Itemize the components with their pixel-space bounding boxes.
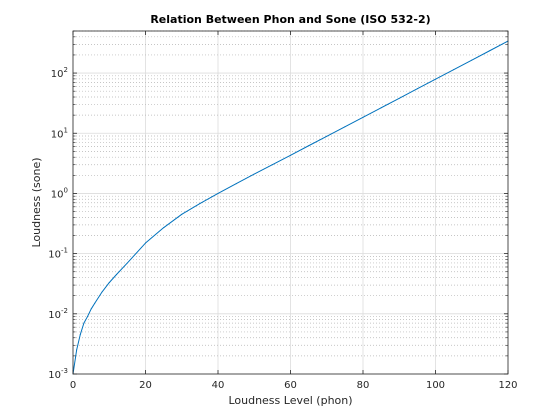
x-tick-label: 80: [357, 380, 370, 391]
data-point: [87, 316, 88, 318]
data-point: [79, 334, 81, 336]
data-point: [416, 88, 418, 90]
data-point: [380, 107, 382, 109]
data-point: [83, 322, 85, 324]
x-tick-label: 100: [426, 380, 445, 391]
x-axis-label: Loudness Level (phon): [228, 394, 352, 407]
data-point: [94, 302, 96, 304]
x-tick-label: 0: [70, 380, 76, 391]
data-point: [163, 227, 165, 229]
data-point: [253, 173, 255, 175]
data-point: [217, 192, 219, 194]
data-point: [398, 97, 400, 99]
data-point: [108, 282, 110, 284]
data-point: [76, 349, 78, 351]
data-point: [126, 262, 128, 264]
data-point: [90, 308, 92, 310]
data-point: [235, 183, 237, 185]
y-tick-label: 101: [51, 126, 68, 140]
x-tick-label: 20: [139, 380, 152, 391]
y-tick-label: 100: [51, 186, 68, 200]
data-point: [435, 78, 436, 80]
y-tick-label: 10-1: [48, 247, 68, 261]
x-tick-label: 40: [212, 380, 225, 391]
y-tick-label: 10-2: [48, 307, 68, 321]
data-point: [362, 116, 364, 118]
y-axis-label: Loudness (sone): [30, 157, 43, 247]
data-point: [344, 126, 346, 128]
x-tick-label: 120: [498, 380, 517, 391]
series-line: [72, 40, 509, 375]
data-point: [101, 291, 103, 293]
data-point: [271, 164, 273, 166]
data-point: [489, 50, 491, 52]
data-point: [308, 145, 310, 147]
chart-title: Relation Between Phon and Sone (ISO 532-…: [150, 13, 430, 26]
data-point: [471, 59, 473, 61]
data-point: [181, 213, 183, 215]
data-point: [199, 203, 201, 205]
ticks: 0 20 40 60 80 100 120 10-3 10-2 10-1 100 101 102: [48, 30, 518, 391]
data-point: [116, 273, 117, 275]
x-tick-label: 60: [284, 380, 297, 391]
y-tick-label: 10-3: [48, 367, 68, 381]
data-point: [145, 242, 146, 244]
data-point: [290, 154, 291, 156]
y-tick-label: 102: [51, 66, 68, 80]
data-point: [326, 135, 328, 137]
data-point: [453, 69, 455, 71]
